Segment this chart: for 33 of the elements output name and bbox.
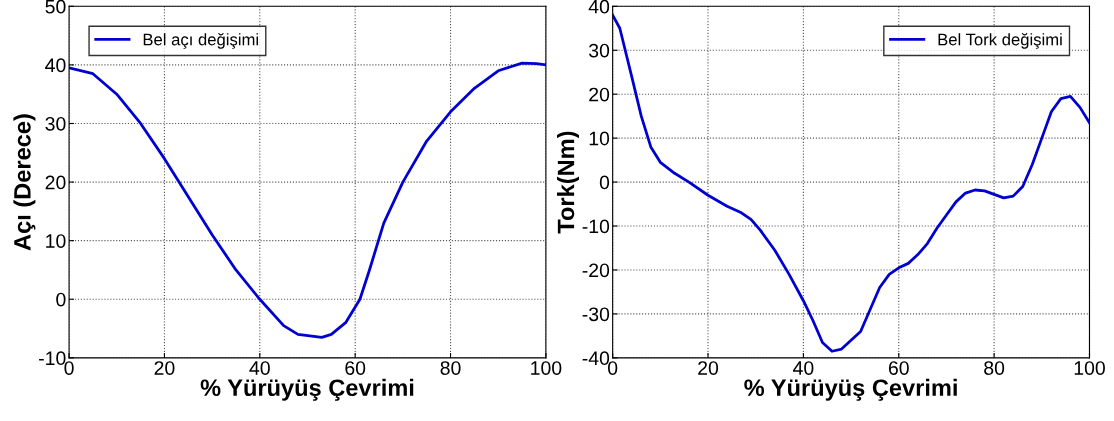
x-tick-label: 80 [984, 361, 1005, 375]
y-tick-label: -20 [582, 263, 610, 278]
x-tick-label: 40 [249, 361, 270, 375]
line-series [69, 61, 546, 339]
line-series [612, 13, 1090, 353]
y-tick-label: -10 [39, 351, 66, 366]
x-tick-label: 60 [345, 361, 366, 375]
y-tick-label: -30 [582, 307, 610, 322]
x-axis-title: % Yürüyüş Çevrimi [744, 378, 957, 401]
y-tick-label: 40 [588, 0, 610, 14]
x-tick-label: 40 [793, 361, 814, 375]
y-tick-label: 10 [589, 131, 610, 146]
y-tick-label: 40 [45, 58, 66, 73]
y-tick-label: 0 [599, 175, 610, 190]
x-tick-label: 100 [531, 361, 562, 375]
y-tick-label: 10 [46, 234, 66, 248]
y-tick-label: -10 [582, 219, 610, 234]
x-tick-label: 20 [698, 361, 719, 375]
y-tick-label: 20 [45, 175, 66, 190]
x-tick-label: 100 [1074, 361, 1105, 375]
y-tick-label: 30 [45, 116, 66, 131]
x-tick-label: 20 [154, 361, 175, 375]
y-tick-label: 50 [45, 0, 66, 14]
x-axis-title: % Yürüyüş Çevrimi [200, 378, 414, 401]
y-tick-label: 30 [589, 43, 610, 58]
legend-label: Bel Tork değişimi [938, 32, 1062, 49]
y-tick-label: 20 [589, 87, 610, 102]
x-tick-label: 60 [888, 361, 909, 375]
y-axis-title: Açı (Derece) [13, 114, 36, 251]
y-axis-title: Tork(Nm) [556, 131, 579, 234]
y-tick-label: 0 [56, 292, 66, 307]
legend-label: Bel açı değişimi [143, 32, 258, 49]
x-tick-label: 80 [440, 361, 461, 375]
